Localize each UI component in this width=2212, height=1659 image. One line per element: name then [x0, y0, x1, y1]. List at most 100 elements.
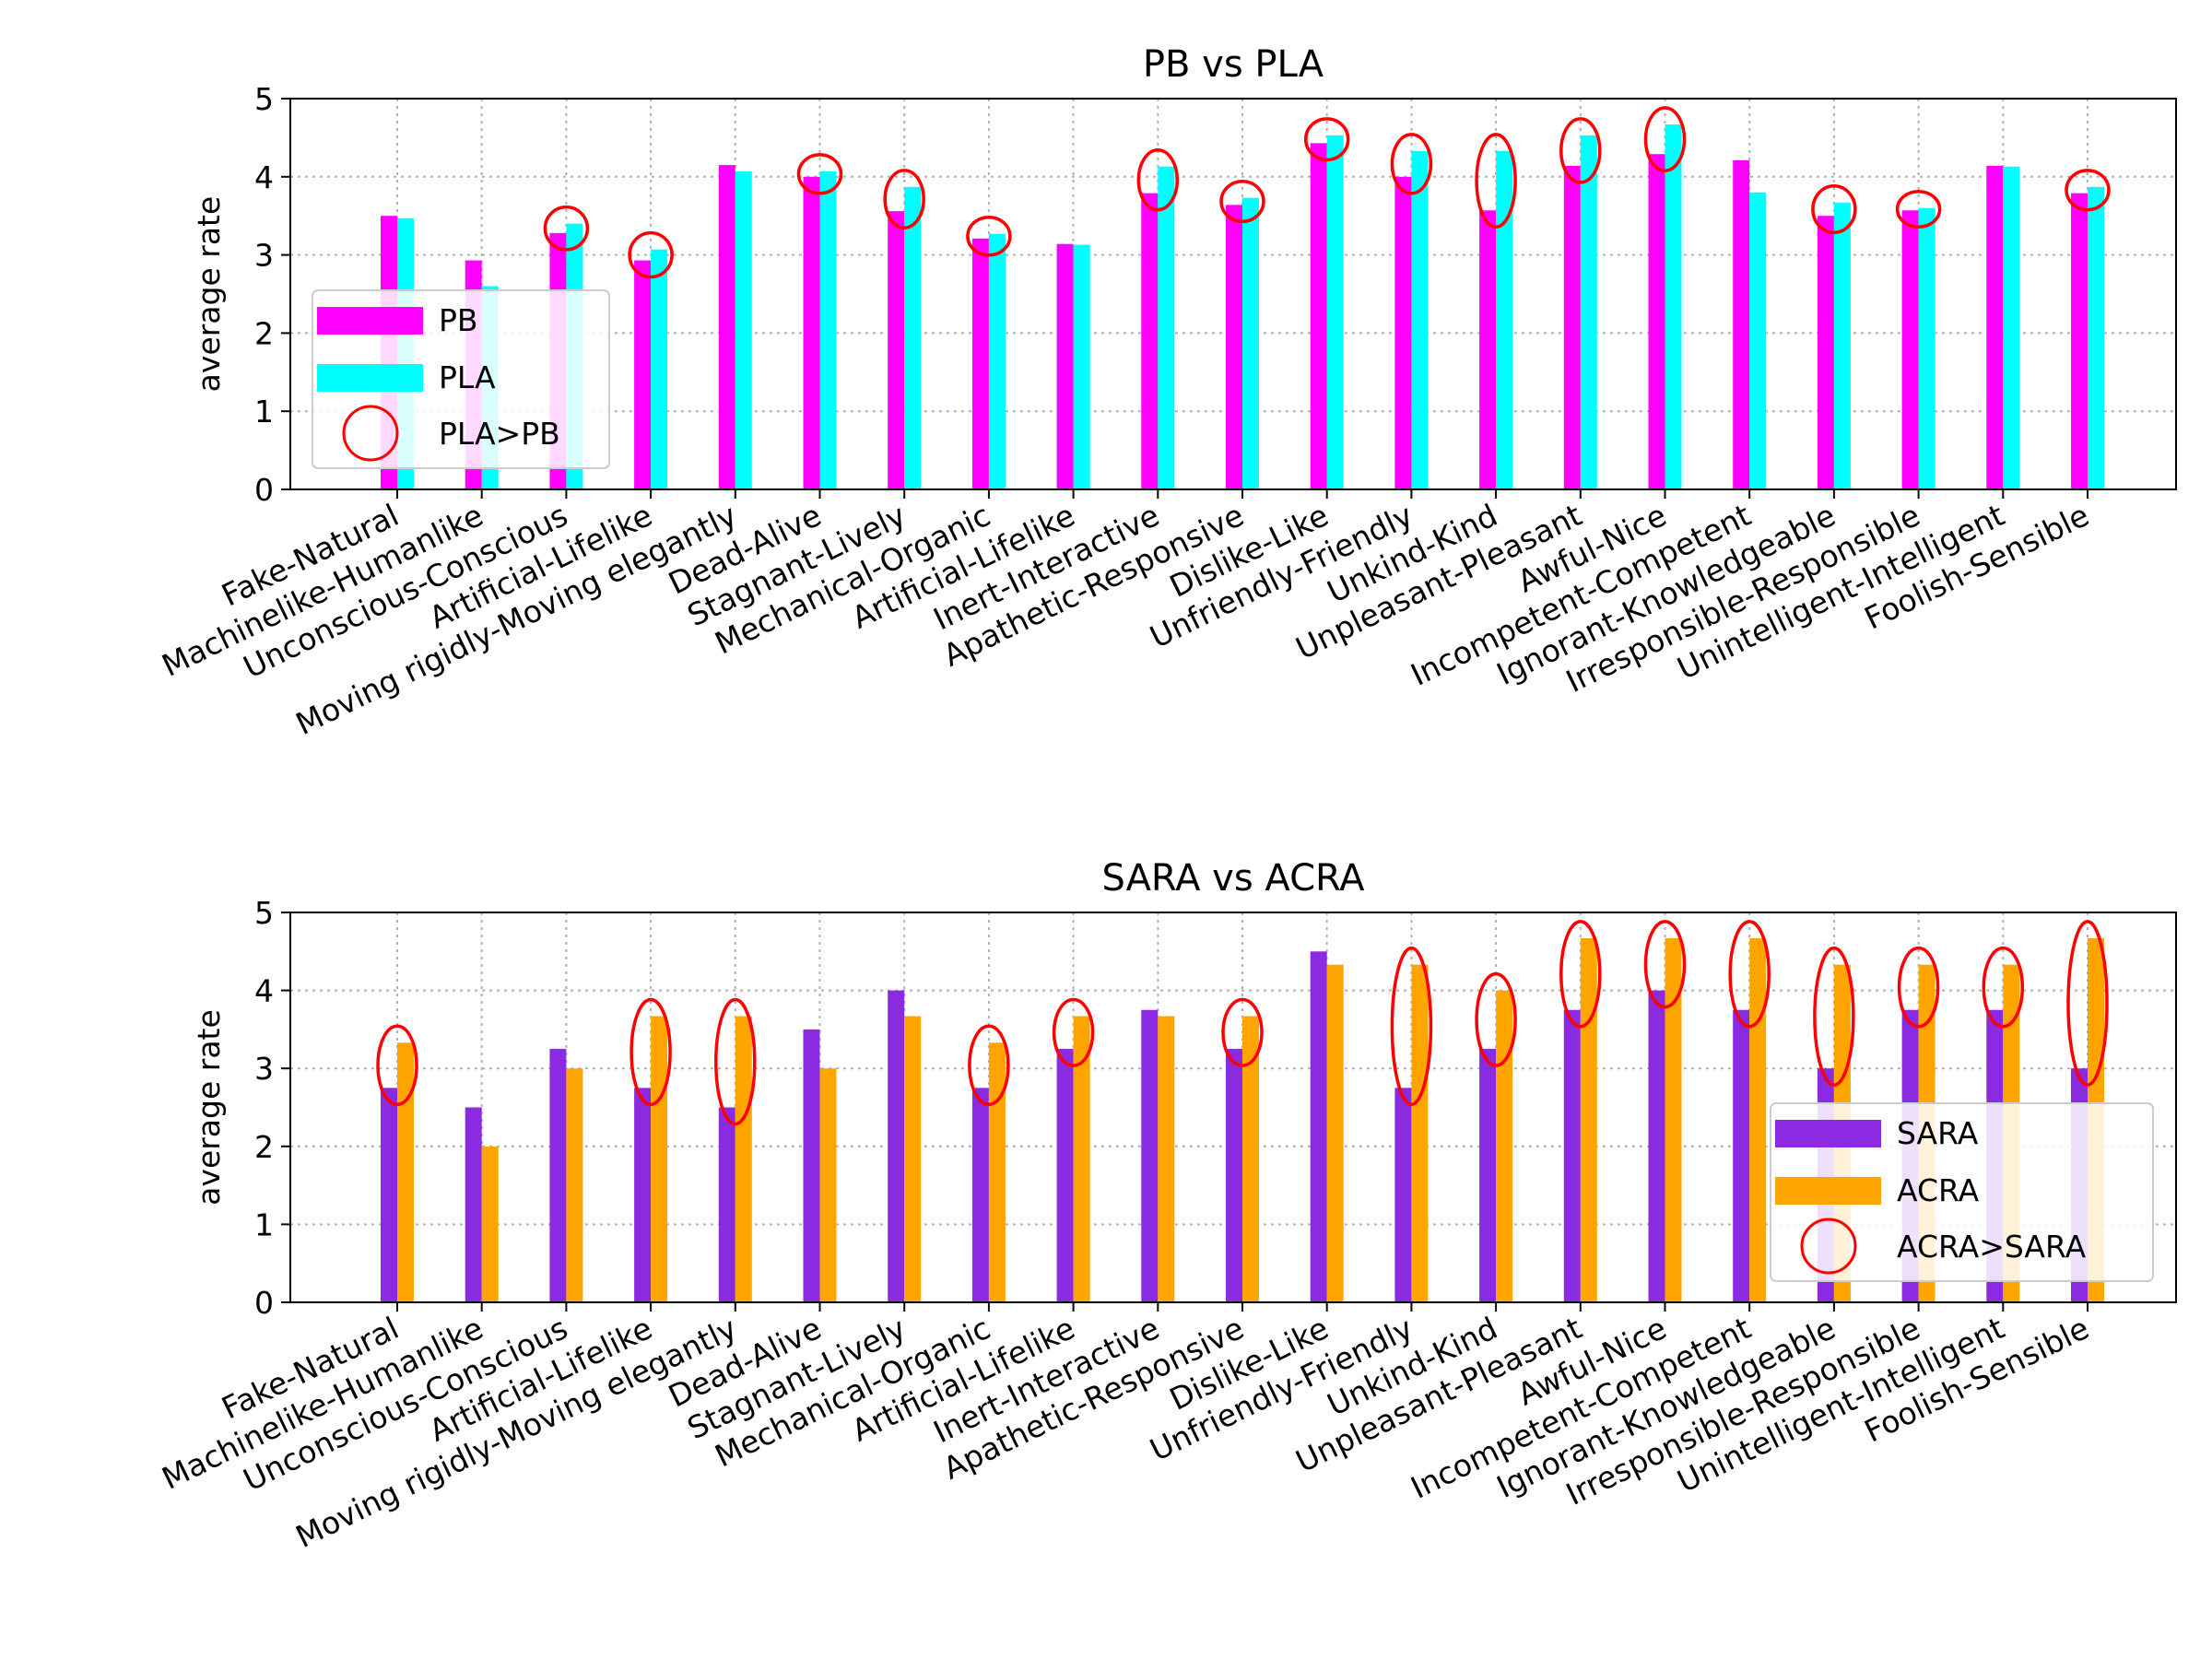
y-tick-label: 3	[254, 1051, 274, 1087]
bar-pb	[888, 211, 905, 489]
bar-pb	[1648, 154, 1665, 489]
legend-frame	[312, 289, 610, 469]
highlight-ellipse	[1303, 117, 1350, 162]
bar-acra	[481, 1146, 499, 1302]
chart-title: SARA vs ACRA	[1101, 857, 1365, 900]
bar-pb	[1901, 210, 1919, 489]
legend: PB PLA PLA>PB	[312, 289, 610, 469]
bar-pb	[1986, 165, 2004, 490]
y-tick-label: 0	[254, 1285, 274, 1321]
bar-pla	[1580, 135, 1597, 489]
bar-sara	[718, 1107, 735, 1302]
bar-pla	[1158, 166, 1175, 489]
highlight-ellipse	[1982, 946, 2025, 1029]
highlight-ellipse	[1052, 997, 1095, 1067]
highlight-ellipse	[1728, 920, 1771, 1029]
y-axis-label: average rate	[191, 196, 227, 393]
bar-acra	[1073, 1016, 1090, 1302]
highlight-ellipse	[543, 205, 590, 252]
legend-ellipse-icon	[1800, 1218, 1857, 1275]
bar-pb	[1479, 210, 1497, 489]
bar-acra	[651, 1016, 668, 1302]
bar-acra	[1242, 1016, 1259, 1302]
y-tick-label: 1	[254, 394, 274, 429]
highlight-ellipse	[2066, 920, 2109, 1087]
bar-sara	[1479, 1049, 1497, 1302]
bar-pb	[971, 238, 989, 489]
bar-pla	[1833, 202, 1851, 489]
bar-sara	[1733, 1009, 1750, 1302]
legend-frame	[1770, 1102, 2154, 1282]
highlight-ellipse	[1643, 106, 1687, 172]
y-tick-label: 4	[254, 159, 274, 195]
bar-pla	[1496, 150, 1513, 490]
bar-acra	[1411, 964, 1429, 1302]
legend-swatch-pb	[317, 307, 423, 335]
bar-acra	[1580, 937, 1597, 1302]
highlight-ellipse	[1475, 133, 1517, 229]
bar-pla	[1749, 192, 1767, 489]
bar-sara	[549, 1049, 567, 1302]
bar-acra	[1158, 1016, 1175, 1302]
y-tick-label: 5	[254, 81, 274, 117]
highlight-ellipse	[968, 1024, 1010, 1107]
bar-sara	[1226, 1049, 1242, 1302]
highlight-ellipse	[376, 1024, 418, 1107]
bar-pla	[1665, 124, 1682, 489]
bar-pb	[803, 176, 820, 490]
legend-label: PB	[439, 302, 478, 338]
bar-sara	[1394, 1088, 1412, 1302]
highlight-ellipse	[796, 153, 843, 195]
bar-acra	[988, 1042, 1006, 1302]
highlight-ellipse	[1813, 946, 1855, 1087]
y-tick-label: 0	[254, 472, 274, 508]
y-tick-label: 2	[254, 1129, 274, 1165]
bar-pla	[1918, 207, 1936, 489]
y-tick-label: 2	[254, 315, 274, 351]
bar-pla	[735, 171, 752, 489]
bar-pla	[1326, 135, 1344, 489]
bar-pla	[651, 249, 668, 489]
bar-sara	[1056, 1049, 1074, 1302]
bar-pb	[1056, 243, 1074, 489]
highlight-ellipse	[629, 997, 672, 1107]
y-tick-label: 3	[254, 238, 274, 274]
highlight-ellipse	[1136, 148, 1180, 212]
highlight-ellipse	[2065, 169, 2111, 212]
bar-acra	[735, 1016, 752, 1302]
bar-pb	[1394, 176, 1412, 490]
bar-sara	[971, 1088, 989, 1302]
legend-label: PLA	[439, 359, 496, 395]
bar-pla	[2088, 186, 2104, 489]
highlight-ellipse	[1559, 920, 1602, 1029]
axes-frame	[289, 98, 2177, 490]
highlight-ellipse	[1895, 189, 1942, 229]
bar-acra	[1749, 937, 1767, 1302]
bar-pb	[1733, 159, 1750, 489]
highlight-ellipse	[966, 215, 1012, 257]
bar-acra	[904, 1016, 922, 1302]
bar-sara	[1141, 1009, 1159, 1302]
legend: SARA ACRA ACRA>SARA	[1770, 1102, 2154, 1282]
highlight-ellipse	[1897, 946, 1940, 1029]
bar-sara	[1310, 951, 1327, 1302]
bar-acra	[397, 1042, 414, 1302]
highlight-ellipse	[1219, 179, 1265, 224]
y-tick-label: 1	[254, 1206, 274, 1242]
bar-pla	[904, 186, 922, 489]
bar-sara	[803, 1029, 820, 1302]
bar-pla	[2003, 166, 2020, 489]
bar-sara	[634, 1088, 652, 1302]
highlight-ellipse	[883, 169, 925, 229]
bar-acra	[1665, 937, 1682, 1302]
bar-acra	[1326, 964, 1344, 1302]
highlight-ellipse	[1390, 946, 1433, 1107]
legend-swatch-acra	[1775, 1177, 1881, 1205]
bar-sara	[465, 1107, 482, 1302]
bar-pb	[2071, 193, 2088, 489]
axes-frame	[289, 912, 2177, 1303]
bar-pb	[1226, 205, 1242, 489]
y-axis-label: average rate	[191, 1009, 227, 1206]
chart-title: PB vs PLA	[1143, 43, 1324, 86]
